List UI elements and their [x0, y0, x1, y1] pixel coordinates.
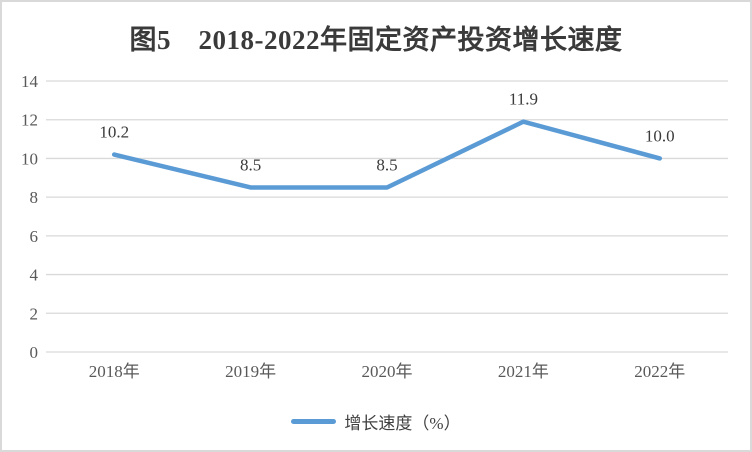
data-label: 10.2 [99, 123, 129, 142]
data-label: 8.5 [376, 155, 397, 174]
x-tick-label: 2021年 [498, 362, 549, 381]
y-tick-label: 12 [21, 111, 38, 130]
y-tick-label: 4 [30, 266, 39, 285]
legend: 增长速度（%） [2, 408, 750, 434]
legend-label: 增长速度（%） [344, 413, 461, 433]
data-label: 8.5 [240, 155, 261, 174]
x-tick-label: 2019年 [225, 362, 276, 381]
y-tick-label: 2 [30, 304, 39, 323]
x-tick-label: 2022年 [634, 362, 685, 381]
y-tick-label: 0 [30, 343, 39, 362]
y-tick-label: 8 [30, 188, 39, 207]
data-label: 10.0 [645, 126, 675, 145]
data-label: 11.9 [509, 90, 538, 109]
x-tick-label: 2020年 [362, 362, 413, 381]
legend-line-swatch [291, 418, 337, 424]
chart-title: 图5 2018-2022年固定资产投资增长速度 [129, 25, 623, 55]
y-tick-label: 14 [21, 72, 39, 91]
y-tick-label: 6 [30, 227, 39, 246]
x-tick-label: 2018年 [89, 362, 140, 381]
series-line [111, 119, 663, 190]
y-tick-label: 10 [21, 149, 38, 168]
